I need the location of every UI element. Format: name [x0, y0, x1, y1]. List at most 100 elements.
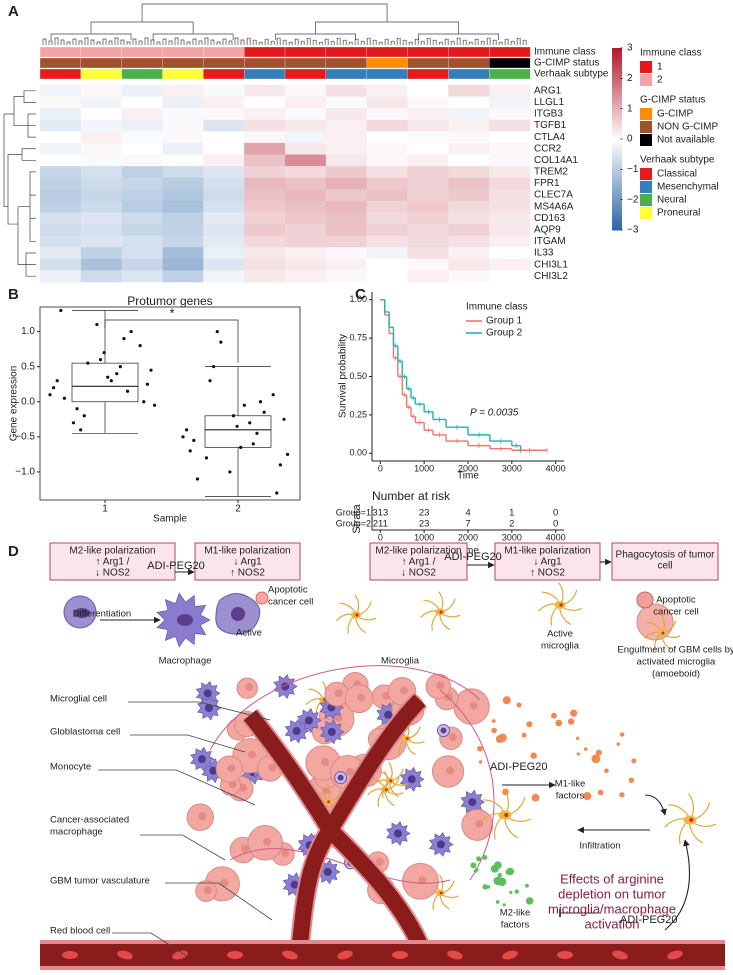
- point: [275, 491, 279, 495]
- caption: microglia/macrophage: [548, 901, 676, 916]
- factor-dot: [497, 872, 502, 878]
- diagram-label: activated microglia: [637, 657, 716, 668]
- colorbar-step: [612, 142, 622, 146]
- annotation-cell: [162, 68, 204, 80]
- heatmap-cell: [366, 200, 408, 213]
- red-blood-cell: [62, 951, 78, 959]
- point: [271, 393, 275, 397]
- nucleus: [355, 613, 359, 617]
- colorbar-step: [612, 172, 622, 176]
- heatmap-cell: [489, 189, 531, 202]
- heatmap-cell: [489, 247, 531, 260]
- heatmap-cell: [448, 247, 490, 260]
- nucleus: [74, 608, 90, 618]
- heatmap-cell: [448, 142, 490, 155]
- heatmap-cell: [203, 96, 245, 109]
- diagram-label: Differentiation: [73, 609, 131, 620]
- annotation-cell: [325, 57, 368, 69]
- dendrogram-branch: [152, 33, 234, 40]
- heatmap-cell: [80, 258, 122, 271]
- heatmap-cell: [121, 166, 163, 179]
- row-dendrogram: [3, 90, 36, 277]
- nucleus: [334, 689, 343, 698]
- dendrogram-branch: [275, 33, 356, 40]
- red-blood-cell: [557, 951, 573, 959]
- dendrogram-leaf: [48, 40, 53, 45]
- legend-swatch: [640, 61, 652, 73]
- point: [129, 329, 133, 334]
- point: [52, 386, 56, 390]
- point: [62, 396, 67, 400]
- point: [212, 365, 216, 369]
- heatmap-cell: [407, 212, 449, 225]
- dendrogram-leaf: [360, 40, 365, 45]
- dendrogram-branch: [7, 154, 22, 225]
- heatmap-cell: [162, 166, 204, 179]
- nucleus: [197, 755, 206, 764]
- x-tick-label: 0: [378, 532, 383, 542]
- heatmap-cell: [203, 189, 245, 202]
- heatmap-cell: [366, 224, 408, 236]
- heatmap-cell: [203, 258, 245, 271]
- factor-dot: [502, 696, 511, 705]
- apoptotic-cell-icon: [255, 591, 269, 605]
- heatmap-cell: [489, 108, 531, 121]
- colorbar-step: [612, 211, 622, 216]
- heatmap-cell: [407, 142, 449, 155]
- annotation-cell: [407, 57, 449, 69]
- colorbar-step: [612, 54, 622, 58]
- point: [86, 361, 90, 365]
- heatmap-cell: [366, 85, 408, 97]
- colorbar-step: [612, 208, 622, 213]
- heatmap-cell: [244, 224, 286, 236]
- heatmap-cell: [80, 235, 122, 248]
- colorbar-step: [612, 226, 622, 231]
- dendrogram-leaf: [144, 37, 149, 45]
- heatmap-cell: [285, 189, 327, 202]
- heatmap-cell: [285, 166, 327, 179]
- heatmap-cell: [80, 224, 122, 236]
- factor-dot: [525, 897, 534, 905]
- legend-swatch: [640, 74, 652, 86]
- risk-count: 4: [465, 508, 470, 519]
- gene-label: LLGL1: [534, 97, 564, 108]
- nucleus: [393, 829, 402, 838]
- dendrogram-leaf: [60, 39, 65, 45]
- heatmap-cell: [162, 270, 204, 283]
- heatmap-cell: [448, 131, 490, 144]
- heatmap-cell: [489, 177, 531, 190]
- heatmap-cell: [489, 235, 531, 248]
- annotation-cell: [121, 46, 163, 58]
- factor-dot: [516, 702, 522, 708]
- heatmap-cell: [80, 247, 122, 260]
- nucleus: [203, 689, 212, 698]
- heatmap-cell: [162, 235, 204, 248]
- heatmap-cell: [40, 119, 82, 132]
- diagram-label: Active: [236, 628, 262, 639]
- annotation-cell: [284, 68, 327, 80]
- colorbar-step: [612, 123, 622, 128]
- nucleus: [357, 693, 366, 702]
- heatmap-cell: [244, 154, 286, 167]
- diagram-label: ADI-PEG20: [490, 761, 547, 773]
- colorbar-step: [612, 69, 622, 73]
- heatmap-cell: [366, 119, 408, 132]
- risk-count: 23: [419, 519, 430, 530]
- dendrogram-leaf: [54, 37, 59, 45]
- legend-title: G-CIMP status: [640, 95, 705, 106]
- heatmap-cell: [285, 119, 327, 132]
- heatmap-cell: [40, 270, 82, 283]
- nucleus: [323, 867, 332, 876]
- heatmap-cell: [162, 85, 204, 97]
- point: [282, 417, 286, 421]
- heatmap-cell: [121, 96, 163, 109]
- colorbar-step: [612, 57, 622, 61]
- nucleus: [375, 857, 384, 866]
- leader-line: [128, 701, 271, 721]
- dendrogram-leaf: [192, 38, 197, 45]
- factor-dot: [509, 890, 513, 894]
- heatmap-cell: [285, 200, 327, 213]
- heatmap-cell: [40, 224, 82, 236]
- colorbar-step: [612, 157, 622, 161]
- heatmap-cell: [244, 189, 286, 202]
